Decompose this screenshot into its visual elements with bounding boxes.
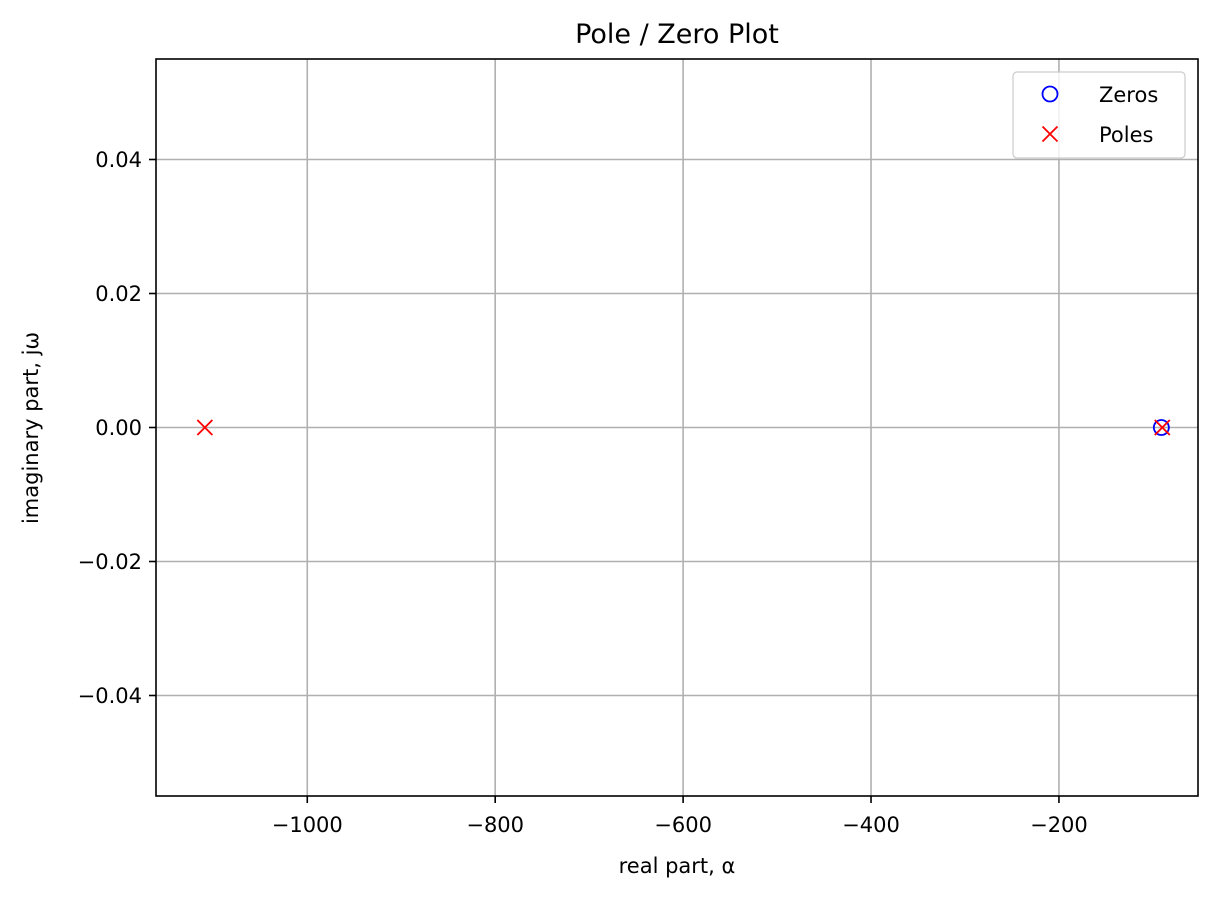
x-axis-label: real part, α [619, 854, 736, 878]
poles-marker-stroke [196, 419, 213, 436]
legend-box [1012, 71, 1186, 159]
legend-entry-zeros: Zeros [1041, 83, 1158, 107]
poles-marker-stroke [1154, 419, 1171, 436]
data-markers [196, 419, 1171, 436]
y-tick-label: 0.02 [95, 282, 142, 306]
x-tick-label: −200 [1030, 813, 1088, 837]
poles-marker [1154, 419, 1171, 436]
x-tick-label: −1000 [272, 813, 343, 837]
legend: Zeros Poles [1012, 71, 1186, 159]
legend-poles-marker [1041, 125, 1059, 143]
legend-zeros-marker [1041, 85, 1059, 103]
legend-poles-label: Poles [1099, 123, 1153, 147]
zeros-marker [1152, 419, 1170, 436]
x-tick-label: −800 [466, 813, 524, 837]
y-axis-label: imaginary part, jω [19, 332, 43, 524]
legend-entry-poles: Poles [1041, 123, 1153, 147]
grid-lines [156, 59, 1198, 796]
y-tick-label: 0.00 [95, 416, 142, 440]
x-tick-label: −400 [842, 813, 900, 837]
y-tick-label: −0.04 [78, 684, 142, 708]
y-tick-label: −0.02 [78, 550, 142, 574]
axis-ticks: −1000 −800 −600 −400 −200 0.04 0.02 0.00 −0.02 −0… [78, 148, 1088, 837]
y-tick-label: 0.04 [95, 148, 142, 172]
x-tick-label: −600 [654, 813, 712, 837]
poles-marker [196, 419, 213, 436]
legend-zeros-label: Zeros [1099, 83, 1158, 107]
chart-title: Pole / Zero Plot [575, 19, 779, 50]
